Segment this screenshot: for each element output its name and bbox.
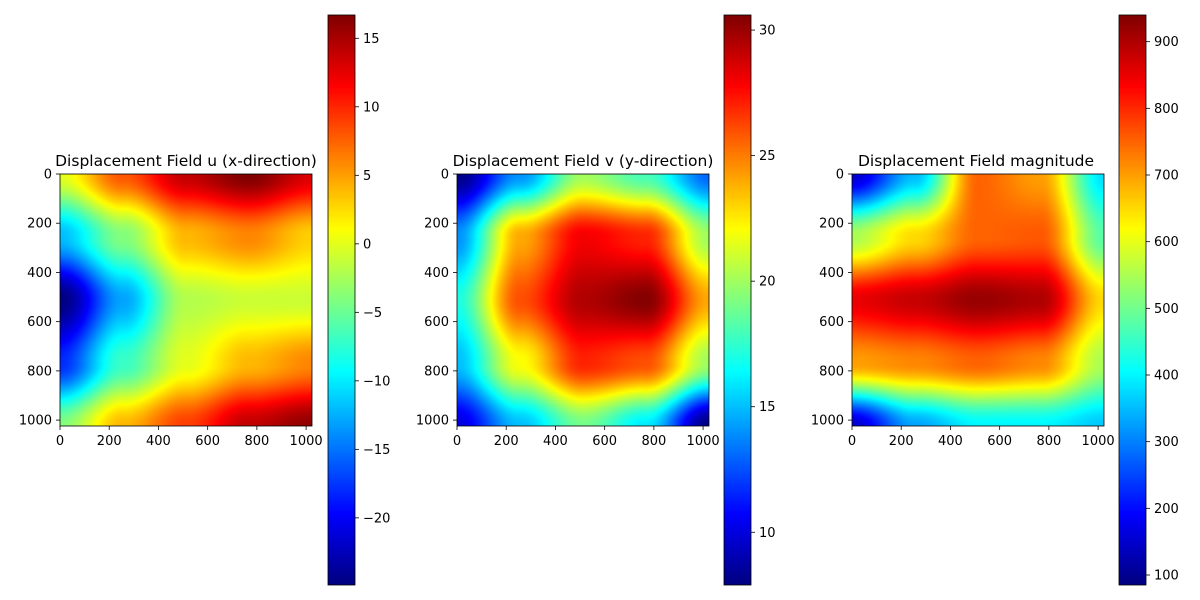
colorbar-tick-label: 10 [363, 100, 380, 115]
colorbar-tick-label: 800 [1154, 102, 1179, 117]
colorbar-tick-label: 900 [1154, 35, 1179, 50]
colorbar-tick-label: 500 [1154, 302, 1179, 317]
x-tick-label: 400 [938, 434, 963, 449]
y-tick-label: 0 [836, 168, 844, 183]
chart-title: Displacement Field u (x-direction) [55, 152, 317, 170]
colorbar-gradient [724, 15, 751, 585]
heatmap-image [60, 174, 312, 426]
colorbar-tick-label: 400 [1154, 369, 1179, 384]
y-tick-label: 600 [424, 315, 449, 330]
colorbar-frame [327, 14, 356, 586]
colorbar-tick-label: −5 [363, 306, 382, 321]
colorbar-gradient [328, 15, 355, 585]
x-tick-label: 1000 [290, 434, 323, 449]
y-tick-label: 600 [27, 315, 52, 330]
y-tick-label: 1000 [19, 414, 52, 429]
x-tick-label: 200 [97, 434, 122, 449]
chart-title: Displacement Field magnitude [858, 152, 1094, 170]
colorbar-tick-label: 15 [759, 400, 776, 415]
x-tick-label: 400 [543, 434, 568, 449]
plot-frame [851, 173, 1105, 427]
heatmap-image [852, 174, 1104, 426]
colorbar-gradient [1119, 15, 1146, 585]
x-tick-label: 800 [641, 434, 666, 449]
colorbar-tick-label: 200 [1154, 502, 1179, 517]
chart-panel-2: Displacement Field v (y-direction)0 200 40… [416, 14, 776, 586]
plot-frame [456, 173, 710, 427]
colorbar-tick-label: 20 [759, 275, 776, 290]
chart-panel-3: Displacement Field magnitude 0 200 400 600 80… [811, 14, 1179, 586]
x-tick-label: 800 [1036, 434, 1061, 449]
y-tick-label: 400 [27, 266, 52, 281]
x-tick-label: 600 [987, 434, 1012, 449]
y-tick-label: 800 [27, 364, 52, 379]
y-tick-label: 400 [424, 266, 449, 281]
colorbar-tick-label: 700 [1154, 169, 1179, 184]
x-tick-label: 0 [453, 434, 461, 449]
x-tick-label: 0 [56, 434, 64, 449]
chart-title: Displacement Field v (y-direction) [453, 152, 714, 170]
colorbar-tick-label: −20 [363, 511, 390, 526]
colorbar-frame [723, 14, 752, 586]
colorbar-tick-label: 0 [363, 237, 371, 252]
y-tick-label: 0 [44, 168, 52, 183]
colorbar-tick-label: −10 [363, 374, 390, 389]
colorbar-tick-label: 300 [1154, 435, 1179, 450]
colorbar-tick-label: 100 [1154, 569, 1179, 584]
y-tick-label: 800 [819, 364, 844, 379]
y-tick-label: 200 [424, 217, 449, 232]
colorbar-tick-label: −15 [363, 443, 390, 458]
y-tick-label: 800 [424, 364, 449, 379]
x-tick-label: 600 [592, 434, 617, 449]
x-tick-label: 1000 [1082, 434, 1115, 449]
x-tick-label: 600 [195, 434, 220, 449]
colorbar-tick-label: 5 [363, 169, 371, 184]
x-tick-label: 800 [244, 434, 269, 449]
y-tick-label: 400 [819, 266, 844, 281]
colorbar-tick-label: 10 [759, 526, 776, 541]
colorbar-tick-label: 600 [1154, 235, 1179, 250]
x-tick-label: 200 [494, 434, 519, 449]
x-tick-label: 1000 [687, 434, 720, 449]
colorbar-tick-label: 15 [363, 32, 380, 47]
y-tick-label: 600 [819, 315, 844, 330]
colorbar-frame [1118, 14, 1147, 586]
plot-frame [59, 173, 313, 427]
x-tick-label: 200 [889, 434, 914, 449]
heatmap-image [457, 174, 709, 426]
y-tick-label: 0 [441, 168, 449, 183]
y-tick-label: 1000 [811, 414, 844, 429]
y-tick-label: 1000 [416, 414, 449, 429]
chart-panel-1: Displacement Field u (x-direction)0 200 40… [19, 14, 390, 586]
y-tick-label: 200 [819, 217, 844, 232]
x-tick-label: 400 [146, 434, 171, 449]
y-tick-label: 200 [27, 217, 52, 232]
x-tick-label: 0 [848, 434, 856, 449]
colorbar-tick-label: 30 [759, 24, 776, 39]
colorbar-tick-label: 25 [759, 149, 776, 164]
